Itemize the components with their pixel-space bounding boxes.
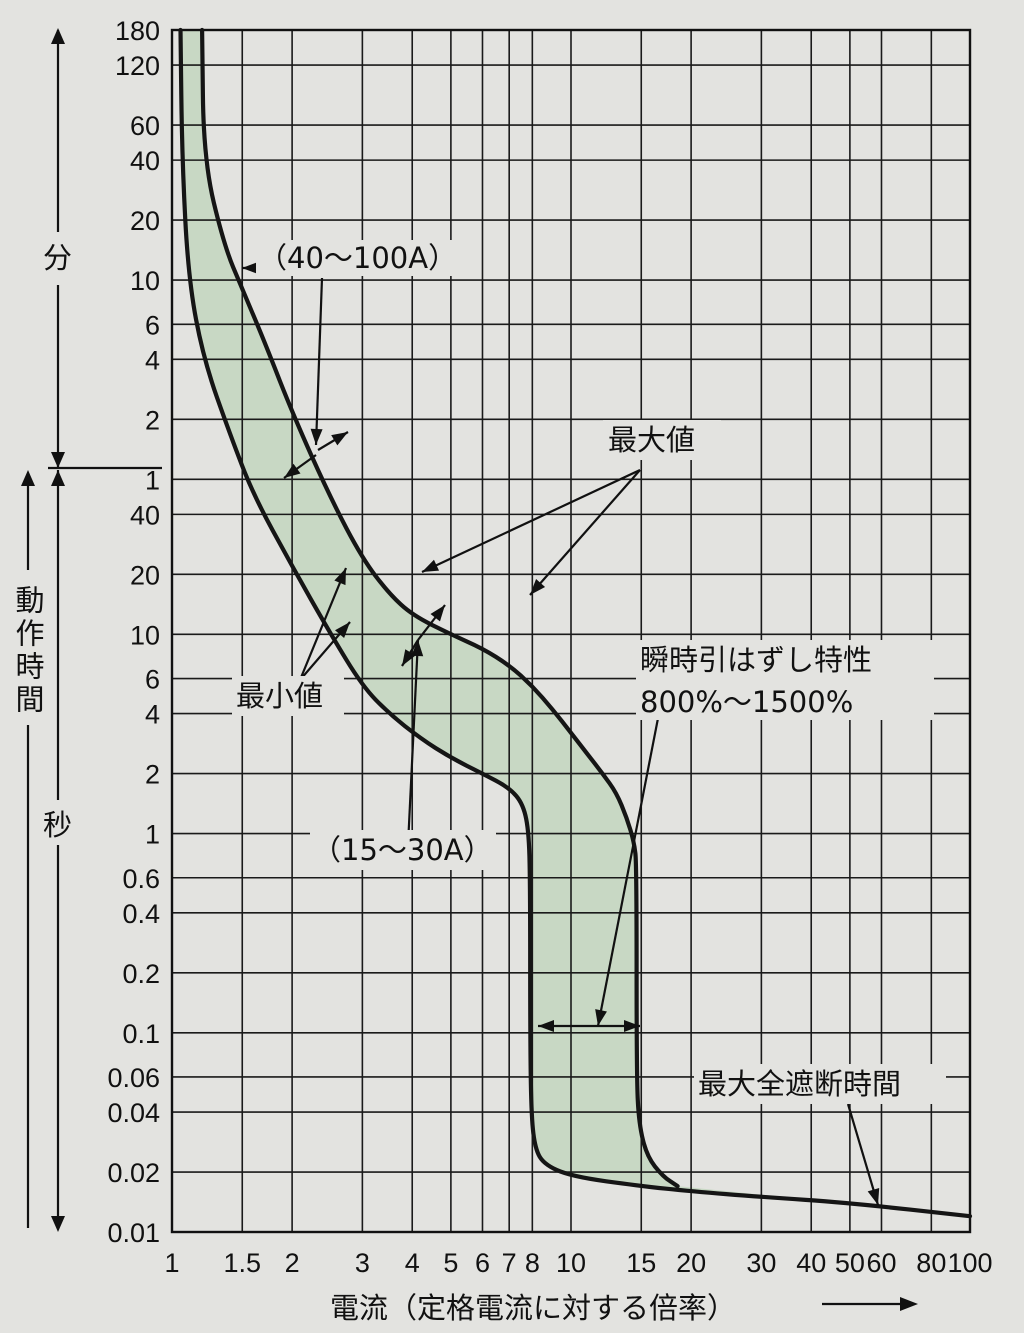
y-tick-label-4: 0.1 xyxy=(122,1019,160,1049)
y-tick-label-3: 0.06 xyxy=(107,1063,160,1093)
y-tick-label-23: 120 xyxy=(115,51,160,81)
xlabel-arrow xyxy=(822,1297,918,1311)
annotation-min-value: 最小値 xyxy=(236,679,323,713)
arrow-15-30a-outer-head xyxy=(430,605,445,622)
grid xyxy=(170,28,972,1234)
annotation-40-100a: （40〜100A） xyxy=(258,241,457,275)
x-tick-label-0: 1 xyxy=(164,1248,179,1278)
x-tick-label-15: 60 xyxy=(866,1248,896,1278)
x-tick-label-17: 100 xyxy=(947,1248,992,1278)
tolerance-band xyxy=(180,30,970,1217)
arrow-15-30a-up xyxy=(406,639,420,846)
arrow-instant-left-head xyxy=(538,1020,554,1032)
x-tick-label-8: 8 xyxy=(525,1248,540,1278)
y-tick-label-5: 0.2 xyxy=(122,959,160,989)
arrow-40-100a-left-head xyxy=(242,262,258,274)
annotation-15-30a: （15〜30A） xyxy=(312,833,493,867)
x-tick-label-7: 7 xyxy=(502,1248,517,1278)
y-tick-label-13: 20 xyxy=(130,560,160,590)
arrow-40-100a-outer-head xyxy=(331,432,348,446)
minutes-unit-label: 分 xyxy=(43,241,72,275)
curve-series-1 xyxy=(200,27,680,1189)
y-tick-label-14: 40 xyxy=(130,500,160,530)
x-tick-label-12: 30 xyxy=(746,1248,776,1278)
annotation-instant-trip: 瞬時引はずし特性 xyxy=(640,643,872,677)
arrow-max-2 xyxy=(529,469,641,596)
y-tick-label-11: 6 xyxy=(145,665,160,695)
y-tick-label-16: 2 xyxy=(145,405,160,435)
shaded-band xyxy=(180,30,970,1217)
arrow-instant-trip xyxy=(596,707,662,1027)
x-tick-label-6: 6 xyxy=(475,1248,490,1278)
arrow-40-100a-down xyxy=(314,277,324,446)
x-tick-label-16: 80 xyxy=(916,1248,946,1278)
tick-labels: 1 1.5 2 3 4 5 6 7 8 10 15 20 30 40 50 60 80 1000.010.020.… xyxy=(107,16,992,1278)
y-tick-label-12: 10 xyxy=(130,620,160,650)
y-tick-label-7: 0.6 xyxy=(122,864,160,894)
x-tick-label-14: 50 xyxy=(835,1248,865,1278)
x-tick-label-5: 5 xyxy=(443,1248,458,1278)
arrow-min-1 xyxy=(298,567,348,681)
y-tick-label-15: 1 xyxy=(145,465,160,495)
y-tick-label-2: 0.04 xyxy=(107,1098,160,1128)
y-tick-label-19: 10 xyxy=(130,266,160,296)
x-tick-label-2: 2 xyxy=(285,1248,300,1278)
y-tick-label-22: 60 xyxy=(130,111,160,141)
seconds-unit-label: 秒 xyxy=(43,808,72,842)
y-tick-label-20: 20 xyxy=(130,206,160,236)
annotation-max-total-break-time: 最大全遮断時間 xyxy=(698,1067,901,1101)
arrow-min-2-head xyxy=(335,622,350,639)
plot-frame xyxy=(170,28,972,1234)
annotation-instant-trip-range: 800%〜1500% xyxy=(640,685,853,719)
x-tick-label-1: 1.5 xyxy=(223,1248,261,1278)
xlabel: 電流（定格電流に対する倍率） xyxy=(330,1291,736,1325)
y-tick-label-9: 2 xyxy=(145,760,160,790)
ylabel-operating-time: 動作時間 xyxy=(11,585,45,717)
y-tick-label-18: 6 xyxy=(145,310,160,340)
arrow-40-100a-inner-head xyxy=(284,463,301,478)
curves xyxy=(178,27,973,1219)
annotation-max-value: 最大値 xyxy=(608,423,695,457)
x-tick-label-13: 40 xyxy=(796,1248,826,1278)
arrow-max-break-time xyxy=(846,1103,880,1206)
arrow-max-2-head xyxy=(530,579,546,595)
x-tick-label-11: 20 xyxy=(676,1248,706,1278)
x-tick-label-9: 10 xyxy=(556,1248,586,1278)
y-tick-label-24: 180 xyxy=(115,16,160,46)
arrow-max-1-head xyxy=(422,559,440,572)
arrow-instant-right-head xyxy=(624,1020,640,1032)
y-tick-label-10: 4 xyxy=(145,700,160,730)
arrow-15-30a-up-head xyxy=(411,640,424,657)
y-tick-label-6: 0.4 xyxy=(122,899,160,929)
y-tick-label-17: 4 xyxy=(145,345,160,375)
arrow-15-30a-inner-head xyxy=(402,649,416,666)
arrow-min-1-head xyxy=(334,568,346,586)
x-tick-label-3: 3 xyxy=(355,1248,370,1278)
curve-series-0 xyxy=(178,27,973,1219)
y-tick-label-0: 0.01 xyxy=(107,1218,160,1248)
y-tick-label-21: 40 xyxy=(130,146,160,176)
y-axis-annotations: 分 秒 動作時間 xyxy=(11,28,162,1232)
arrow-max-1 xyxy=(421,469,641,573)
arrow-40-100a-down-head xyxy=(310,428,323,445)
arrow-instant-trip-head xyxy=(595,1009,607,1026)
y-tick-label-1: 0.02 xyxy=(107,1158,160,1188)
y-tick-label-8: 1 xyxy=(145,820,160,850)
x-tick-label-10: 15 xyxy=(626,1248,656,1278)
x-tick-label-4: 4 xyxy=(405,1248,420,1278)
arrow-max-break-time-head xyxy=(867,1187,880,1205)
